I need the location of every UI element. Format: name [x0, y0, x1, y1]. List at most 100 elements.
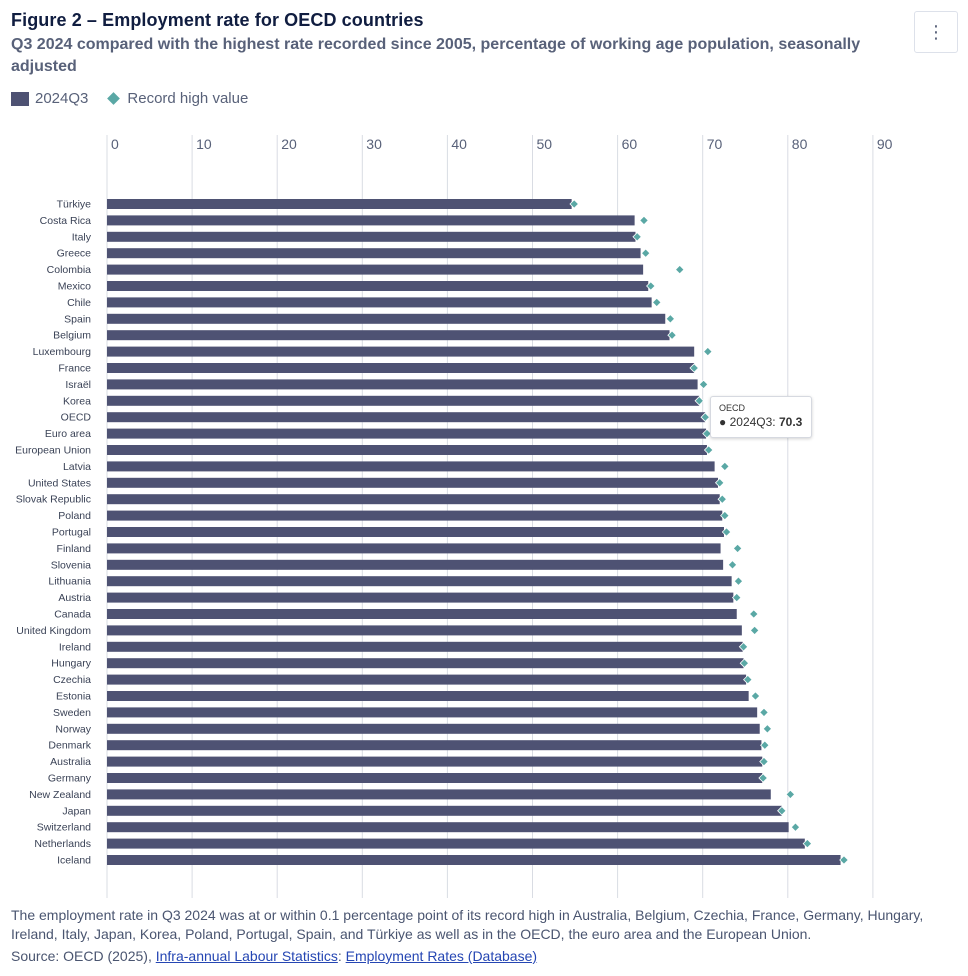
category-label-luxembourg: Luxembourg: [33, 346, 92, 358]
chart-menu-button[interactable]: ⋮: [914, 11, 958, 53]
x-tick-label-40: 40: [451, 136, 467, 152]
record-marker-canada: [748, 609, 759, 619]
record-marker-sweden: [759, 707, 769, 718]
more-vertical-icon: ⋮: [927, 21, 945, 42]
category-label-korea: Korea: [63, 395, 91, 407]
category-label-united-states: United States: [28, 477, 91, 489]
bar-france: [107, 363, 695, 373]
x-tick-label-60: 60: [622, 136, 638, 152]
x-tick-label-90: 90: [877, 136, 893, 152]
record-marker-norway: [762, 724, 773, 734]
category-label-belgium: Belgium: [53, 330, 91, 342]
bar-japan: [107, 805, 782, 816]
record-marker-italy: [632, 232, 642, 242]
record-marker-portugal: [721, 527, 732, 537]
category-label-t-rkiye: Türkiye: [57, 199, 92, 211]
category-label-germany: Germany: [48, 773, 92, 785]
bar-t-rkiye: [107, 199, 572, 209]
category-label-italy: Italy: [72, 231, 92, 243]
record-marker-japan: [777, 806, 787, 816]
category-label-slovak-republic: Slovak Republic: [16, 494, 91, 506]
bar-hungary: [107, 658, 744, 669]
category-label-slovenia: Slovenia: [51, 559, 91, 571]
bar-mexico: [107, 281, 649, 291]
record-marker-austria: [731, 592, 742, 603]
bar-latvia: [107, 461, 715, 472]
bar-new-zealand: [107, 789, 771, 800]
bar-belgium: [107, 330, 670, 341]
record-marker-colombia: [674, 264, 685, 275]
bar-austria: [107, 592, 734, 603]
x-tick-label-30: 30: [366, 136, 382, 152]
category-label-japan: Japan: [62, 805, 91, 817]
bar-australia: [107, 756, 763, 767]
category-label-isra-l: Israël: [65, 379, 91, 391]
record-marker-isra-l: [698, 379, 709, 390]
bar-denmark: [107, 740, 762, 751]
bar-ireland: [107, 641, 743, 652]
legend-item-2024q3[interactable]: 2024Q3: [11, 90, 88, 107]
category-label-iceland: Iceland: [57, 855, 91, 867]
source-link-employment-rates[interactable]: Employment Rates (Database): [345, 948, 538, 964]
bar-isra-l: [107, 379, 698, 390]
bar-switzerland: [107, 822, 789, 833]
bar-swatch-icon: [11, 91, 29, 106]
category-label-latvia: Latvia: [63, 461, 91, 473]
record-marker-slovenia: [727, 560, 738, 570]
source-prefix: Source: OECD (2025),: [11, 948, 156, 964]
bar-chile: [107, 297, 652, 308]
category-label-switzerland: Switzerland: [37, 822, 91, 834]
source-link-infra-annual[interactable]: Infra-annual Labour Statistics: [155, 948, 338, 964]
record-marker-belgium: [667, 330, 677, 340]
category-label-netherlands: Netherlands: [34, 838, 91, 850]
category-label-costa-rica: Costa Rica: [40, 215, 92, 227]
category-label-australia: Australia: [50, 756, 91, 768]
record-marker-costa-rica: [639, 215, 649, 226]
record-marker-greece: [640, 248, 651, 258]
record-marker-new-zealand: [785, 789, 796, 800]
record-marker-australia: [759, 756, 769, 767]
tooltip-row: ● 2024Q3: 70.3: [719, 415, 803, 429]
category-label-ireland: Ireland: [59, 641, 91, 653]
record-marker-t-rkiye: [569, 199, 579, 209]
category-label-oecd: OECD: [61, 412, 92, 424]
bar-netherlands: [107, 838, 805, 849]
category-label-united-kingdom: United Kingdom: [16, 625, 91, 637]
legend-item-record-high[interactable]: Record high value: [104, 90, 248, 107]
record-marker-lithuania: [733, 576, 744, 586]
x-tick-label-0: 0: [111, 136, 119, 152]
tooltip-dot-icon: ●: [719, 415, 727, 429]
record-marker-iceland: [839, 855, 849, 865]
record-marker-ireland: [738, 642, 749, 652]
chart-source: Source: OECD (2025), Infra-annual Labour…: [11, 948, 537, 964]
category-label-france: France: [58, 363, 91, 375]
bar-slovak-republic: [107, 494, 720, 505]
chart-title: Figure 2 – Employment rate for OECD coun…: [11, 10, 424, 30]
category-label-greece: Greece: [57, 248, 92, 260]
record-marker-euro-area: [702, 428, 712, 439]
bar-united-states: [107, 477, 719, 488]
category-label-lithuania: Lithuania: [48, 576, 91, 588]
category-label-new-zealand: New Zealand: [29, 789, 91, 801]
record-marker-denmark: [760, 740, 770, 750]
category-label-mexico: Mexico: [58, 281, 91, 293]
bar-poland: [107, 510, 723, 521]
bar-norway: [107, 723, 760, 734]
record-marker-mexico: [646, 281, 656, 291]
tooltip-label: 2024Q3:: [729, 415, 779, 429]
record-marker-united-states: [714, 478, 725, 488]
record-marker-luxembourg: [703, 346, 713, 357]
bar-portugal: [107, 527, 724, 537]
category-label-portugal: Portugal: [52, 527, 91, 539]
legend-label-record-high: Record high value: [127, 90, 249, 107]
bar-sweden: [107, 707, 758, 718]
category-label-estonia: Estonia: [56, 691, 91, 703]
chart-footnote: The employment rate in Q3 2024 was at or…: [11, 907, 924, 942]
record-marker-netherlands: [802, 838, 813, 849]
bar-oecd: [107, 412, 706, 423]
record-marker-france: [689, 363, 699, 373]
category-label-hungary: Hungary: [51, 658, 91, 670]
bar-euro-area: [107, 428, 707, 439]
bar-slovenia: [107, 559, 724, 570]
category-label-spain: Spain: [64, 313, 91, 325]
